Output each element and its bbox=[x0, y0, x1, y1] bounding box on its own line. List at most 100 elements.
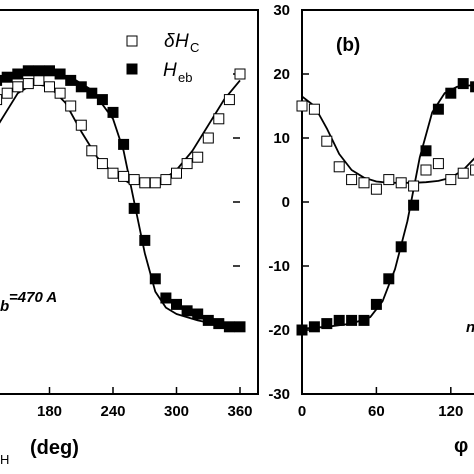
legend-delta-symbol: δ bbox=[164, 31, 175, 52]
legend: δ H C H eb bbox=[126, 31, 199, 85]
a-hc-point bbox=[192, 151, 204, 163]
a-hc-point bbox=[118, 170, 130, 182]
a-heb-point bbox=[54, 68, 66, 80]
panel-a-markers bbox=[0, 65, 246, 333]
a-heb-point bbox=[139, 234, 151, 246]
a-heb-point bbox=[202, 314, 214, 326]
a-heb-point bbox=[65, 74, 77, 86]
panel-a-annotation: =470 A bbox=[9, 289, 57, 306]
b-x-tick-label: 60 bbox=[368, 403, 385, 420]
a-heb-point bbox=[1, 71, 13, 83]
b-hc-point bbox=[296, 100, 308, 112]
b-hc-point bbox=[383, 174, 395, 186]
panel-a-frame bbox=[0, 9, 259, 395]
a-hc-point bbox=[213, 113, 225, 125]
a-hc-point bbox=[160, 174, 172, 186]
a-heb-point bbox=[12, 68, 24, 80]
b-hc-point bbox=[408, 180, 420, 192]
b-y-tick-label: -10 bbox=[268, 258, 290, 275]
panel-b-markers bbox=[296, 78, 474, 336]
legend-filled-square-marker bbox=[126, 63, 138, 75]
b-heb-point bbox=[346, 314, 358, 326]
b-y-tick-label: 20 bbox=[273, 66, 290, 83]
b-heb-point bbox=[470, 81, 474, 93]
a-heb-point bbox=[96, 94, 108, 106]
a-hc-point bbox=[75, 119, 87, 131]
a-hc-point bbox=[202, 132, 214, 144]
b-heb-point bbox=[308, 321, 320, 333]
legend-hc-subscript: C bbox=[190, 40, 199, 55]
a-hc-point bbox=[223, 94, 235, 106]
b-x-tick-label: 120 bbox=[438, 403, 463, 420]
panel-b-x-axis-label-fragment: φ bbox=[454, 435, 468, 457]
a-heb-point bbox=[0, 74, 3, 86]
a-hc-point bbox=[181, 158, 193, 170]
a-heb-point bbox=[33, 65, 45, 77]
b-hc-point bbox=[470, 164, 474, 176]
a-heb-point bbox=[213, 318, 225, 330]
a-hc-point bbox=[0, 94, 3, 106]
a-x-tick-label: 360 bbox=[227, 403, 252, 420]
a-hc-point bbox=[107, 167, 119, 179]
a-heb-point bbox=[181, 305, 193, 317]
b-hc-point bbox=[370, 183, 382, 195]
panel-b: 0 60 120 30 20 10 0 -10 -20 -30 (b) n φ bbox=[268, 2, 474, 457]
a-x-tick-label: 240 bbox=[100, 403, 125, 420]
b-heb-point bbox=[445, 87, 457, 99]
a-heb-point bbox=[22, 65, 34, 77]
b-heb-point bbox=[321, 318, 333, 330]
b-hc-point bbox=[457, 167, 469, 179]
b-y-tick-label: 30 bbox=[273, 2, 290, 19]
b-y-tick-label: 10 bbox=[273, 130, 290, 147]
b-hc-point bbox=[395, 177, 407, 189]
b-hc-point bbox=[432, 158, 444, 170]
b-fit-line bbox=[301, 84, 474, 330]
b-heb-point bbox=[420, 145, 432, 157]
legend-heb-label: H bbox=[163, 60, 177, 81]
a-x-tick-label: 180 bbox=[37, 403, 62, 420]
legend-heb-subscript: eb bbox=[178, 70, 192, 85]
b-hc-point bbox=[445, 174, 457, 186]
a-hc-point bbox=[86, 145, 98, 157]
a-heb-point bbox=[128, 202, 140, 214]
b-hc-point bbox=[420, 164, 432, 176]
a-hc-point bbox=[171, 167, 182, 179]
a-hc-point bbox=[139, 177, 151, 189]
a-hc-point bbox=[234, 68, 246, 80]
b-hc-point bbox=[308, 103, 320, 115]
a-heb-point bbox=[223, 321, 235, 333]
a-fit-line bbox=[0, 79, 241, 186]
a-hc-point bbox=[1, 87, 13, 99]
a-heb-point bbox=[107, 106, 119, 118]
legend-open-square-marker bbox=[126, 35, 138, 47]
x-axis-label-unit: (deg) bbox=[30, 437, 79, 459]
b-heb-point bbox=[408, 199, 420, 211]
a-hc-point bbox=[33, 74, 45, 86]
b-y-tick-label: 0 bbox=[282, 194, 290, 211]
b-x-tick-label: 0 bbox=[298, 403, 306, 420]
a-hc-point bbox=[54, 87, 66, 99]
panel-b-frame bbox=[301, 9, 474, 395]
b-y-tick-label: -30 bbox=[268, 386, 290, 403]
panel-a-ticks: 180 240 300 360 bbox=[37, 9, 253, 420]
a-heb-point bbox=[234, 321, 246, 333]
b-heb-point bbox=[383, 273, 395, 285]
a-heb-point bbox=[118, 138, 130, 150]
a-heb-point bbox=[149, 273, 161, 285]
a-heb-point bbox=[192, 308, 204, 320]
b-heb-point bbox=[358, 314, 370, 326]
a-x-tick-label: 300 bbox=[164, 403, 189, 420]
a-hc-point bbox=[44, 81, 55, 93]
panel-b-ticks: 0 60 120 30 20 10 0 -10 -20 -30 bbox=[268, 2, 463, 420]
b-heb-point bbox=[432, 103, 444, 115]
a-hc-point bbox=[149, 177, 161, 189]
panel-b-side-fragment: n bbox=[466, 319, 474, 336]
a-heb-point bbox=[75, 81, 87, 93]
a-hc-point bbox=[65, 100, 77, 112]
a-heb-point bbox=[171, 298, 182, 310]
panel-b-label: (b) bbox=[336, 35, 360, 56]
b-hc-point bbox=[321, 135, 333, 147]
panel-a: 180 240 300 360 δ H C H eb b =470 A H (deg) bbox=[0, 9, 259, 467]
a-hc-point bbox=[22, 78, 34, 90]
b-hc-point bbox=[358, 177, 370, 189]
